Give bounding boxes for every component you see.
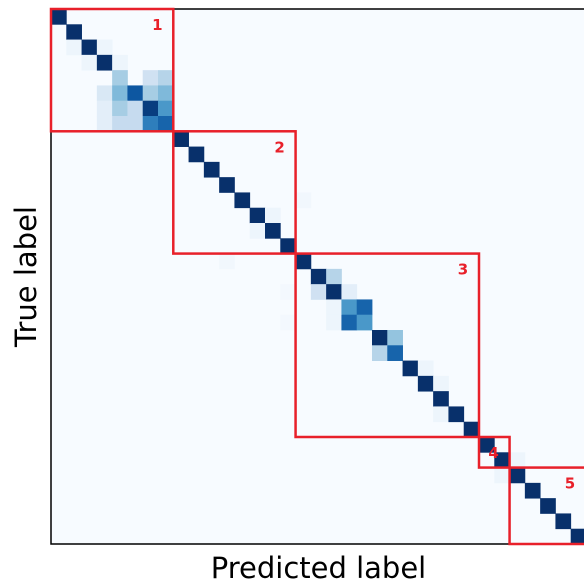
heatmap-cell: [127, 85, 144, 102]
group-label-2: 2: [274, 138, 284, 156]
group-label-1: 1: [152, 16, 162, 34]
heatmap-cell: [494, 467, 510, 484]
heatmap-cell: [142, 116, 159, 132]
heatmap-cell: [249, 223, 266, 239]
heatmap-cell: [326, 299, 342, 316]
heatmap-cell: [173, 131, 189, 147]
heatmap-cell: [509, 467, 526, 484]
heatmap-cell: [280, 314, 296, 331]
heatmap-cell: [96, 100, 113, 117]
heatmap-cell: [356, 314, 373, 331]
heatmap-cells: [51, 9, 584, 545]
heatmap-cell: [494, 452, 510, 468]
heatmap-cell: [479, 437, 495, 453]
plot-frame: [50, 8, 584, 545]
heatmap-cell: [96, 54, 113, 71]
heatmap-cell: [341, 299, 358, 316]
heatmap-cell: [158, 116, 174, 132]
heatmap-cell: [326, 284, 342, 300]
heatmap-cell: [96, 39, 113, 56]
heatmap-cell: [326, 314, 342, 331]
heatmap-cell: [280, 238, 296, 254]
heatmap-cell: [509, 452, 526, 468]
group-label-5: 5: [565, 475, 575, 493]
heatmap-cell: [540, 498, 556, 514]
heatmap-cell: [372, 330, 388, 346]
heatmap-cell: [112, 85, 128, 102]
heatmap-cell: [387, 345, 403, 361]
heatmap-cell: [402, 360, 419, 377]
heatmap-cell: [463, 421, 480, 438]
heatmap-cell: [433, 406, 449, 423]
group-box-5: [508, 466, 584, 546]
heatmap-cell: [295, 253, 312, 270]
group-box-1: [49, 7, 175, 133]
heatmap-cell: [219, 253, 235, 270]
heatmap-cell: [387, 330, 403, 346]
heatmap-cell: [341, 284, 358, 300]
heatmap-cell: [96, 85, 113, 102]
heatmap-cell: [66, 39, 82, 56]
heatmap-cell: [524, 482, 541, 499]
heatmap-cell: [81, 39, 98, 56]
heatmap-cell: [433, 375, 449, 392]
heatmap-cell: [326, 268, 342, 285]
heatmap-cell: [112, 70, 128, 86]
heatmap-cell: [96, 116, 113, 132]
heatmap-cell: [310, 284, 327, 300]
heatmap-cell: [265, 223, 281, 239]
heatmap-cell: [341, 314, 358, 331]
heatmap-cell: [158, 70, 174, 86]
heatmap-cell: [433, 391, 449, 407]
heatmap-cell: [570, 528, 584, 545]
heatmap-cell: [112, 116, 128, 132]
heatmap-cell: [249, 207, 266, 224]
x-axis-label: Predicted label: [211, 551, 427, 583]
heatmap-cell: [158, 85, 174, 102]
group-box-4: [477, 435, 511, 469]
heatmap-cell: [295, 192, 312, 209]
heatmap-cell: [280, 284, 296, 300]
heatmap-cell: [158, 100, 174, 117]
heatmap-cell: [356, 299, 373, 316]
group-box-3: [294, 252, 481, 439]
heatmap-cell: [203, 161, 220, 178]
heatmap-cell: [555, 513, 572, 530]
heatmap-cell: [188, 146, 205, 163]
heatmap-cell: [417, 375, 434, 392]
group-box-2: [172, 130, 297, 255]
heatmap-cell: [219, 177, 235, 193]
heatmap-cell: [142, 100, 159, 117]
heatmap-cell: [66, 24, 82, 40]
heatmap-cell: [417, 360, 434, 377]
group-label-4: 4: [488, 444, 498, 462]
heatmap-cell: [127, 100, 144, 117]
heatmap-cell: [51, 9, 67, 25]
heatmap-cell: [265, 207, 281, 224]
group-boxes: 1 2 3 4 5: [49, 7, 584, 546]
heatmap-cell: [234, 192, 251, 209]
heatmap-cell: [112, 54, 128, 71]
heatmap-cell: [310, 268, 327, 285]
heatmap-cell: [142, 85, 159, 102]
group-label-3: 3: [458, 261, 468, 279]
heatmap-cell: [448, 406, 465, 423]
heatmap-cell: [127, 116, 144, 132]
heatmap-cell: [81, 54, 98, 71]
heatmap-cell: [112, 100, 128, 117]
y-axis-label: True label: [9, 206, 43, 348]
heatmap-cell: [142, 70, 159, 86]
heatmap-cell: [372, 345, 388, 361]
